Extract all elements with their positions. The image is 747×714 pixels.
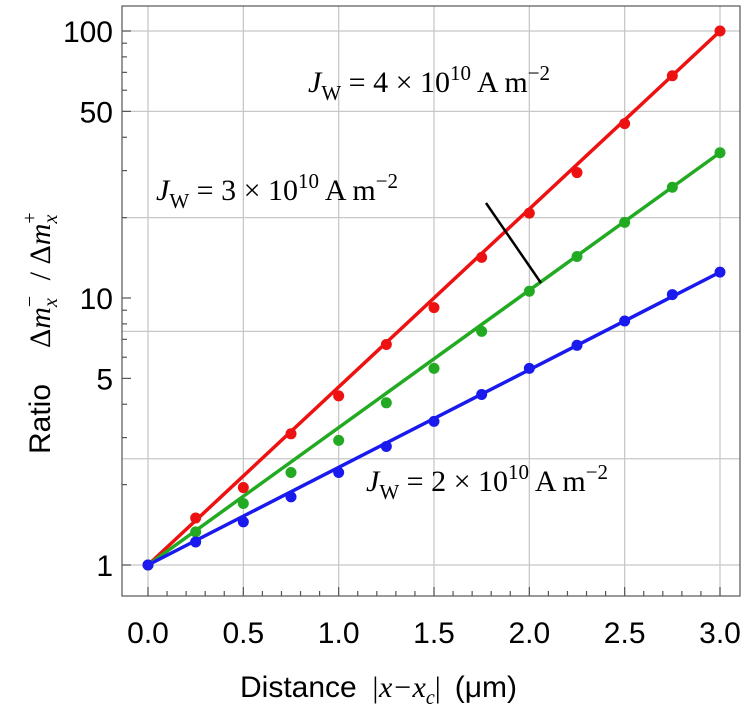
data-points [142,25,726,571]
data-point-series-0 [523,207,535,219]
x-tick-label: 0.5 [222,617,264,650]
y-axis-title-num: Δmx− / Δmx+ [19,212,62,348]
x-tick-label: 1.0 [318,617,360,650]
y-tick-label: 5 [96,363,113,396]
annot-unit: A m [529,465,586,498]
x-tick-label: 2.0 [508,617,550,650]
data-point-series-1 [428,362,440,374]
data-point-series-2 [476,389,488,401]
annot-text: = 2 × 10 [399,465,508,498]
data-point-series-1 [476,325,488,337]
data-point-series-1 [714,147,726,159]
annot-text: = 4 × 10 [341,66,450,99]
x-axis-title-units: (μm) [455,671,517,704]
data-point-series-0 [714,25,726,37]
x-axis-title: Distance |x−xc| (μm) [240,671,517,709]
x-axis-title-bar: | [435,671,441,704]
annot-sub: W [379,480,399,504]
data-point-series-0 [666,70,678,82]
y-den-m: m [24,224,57,246]
annot-sub: W [321,81,341,105]
data-point-series-2 [428,415,440,427]
data-point-series-0 [476,251,488,263]
x-axis-title-math: |x−x [371,671,427,704]
data-point-series-1 [190,526,202,538]
data-point-series-1 [619,216,631,228]
annot-exp: 10 [298,169,319,193]
data-point-series-0 [619,118,631,130]
data-point-series-1 [571,251,583,263]
y-axis-title-word: Ratio [24,384,57,454]
data-point-series-1 [523,285,535,297]
data-point-series-1 [380,397,392,409]
data-point-series-2 [142,559,154,571]
y-div: / Δ [24,245,57,288]
x-tick-label: 1.5 [413,617,455,650]
y-num-m: m [24,307,57,329]
series-label-3e10: JW = 3 × 1010 A m−2 [156,169,398,213]
y-num-delta: Δ [24,329,57,348]
x-tick-label: 0.0 [127,617,169,650]
data-point-series-0 [333,390,345,402]
y-tick-label: 10 [80,283,113,316]
data-point-series-2 [571,339,583,351]
data-point-series-2 [523,362,535,374]
data-point-series-2 [190,536,202,548]
data-point-series-0 [428,302,440,314]
data-point-series-2 [666,289,678,301]
data-point-series-2 [285,491,297,503]
data-point-series-2 [714,266,726,278]
x-tick-label: 3.0 [699,617,741,650]
annot-exp: 10 [508,460,529,484]
data-point-series-0 [571,167,583,179]
data-point-series-2 [237,516,249,528]
data-point-series-0 [190,512,202,524]
x-axis-title-sub: c [426,687,435,709]
x-axis-ticks: 0.0 0.5 1.0 1.5 2.0 2.5 3.0 [127,587,741,650]
plot-frame [121,5,741,597]
annot-j: J [308,66,323,99]
annot-unit: A m [319,174,376,207]
x-tick-label: 2.5 [604,617,646,650]
annot-exp: 10 [450,61,471,85]
data-point-series-2 [380,440,392,452]
series-label-2e10: JW = 2 × 1010 A m−2 [366,460,608,504]
y-den-sub: x [40,215,62,225]
data-point-series-1 [237,497,249,509]
data-point-series-2 [333,467,345,479]
y-tick-label: 1 [96,550,113,583]
annot-sub: W [169,189,189,213]
annot-text: = 3 × 10 [189,174,298,207]
y-tick-label: 50 [80,96,113,129]
annot-j: J [156,174,171,207]
annot-uexp: −2 [528,61,550,85]
y-num-sub: x [40,298,62,308]
data-point-series-0 [237,482,249,494]
annot-uexp: −2 [376,169,398,193]
x-axis-title-word: Distance [240,671,357,704]
data-point-series-0 [285,428,297,440]
grid-lines [122,6,740,596]
series-label-4e10: JW = 4 × 1010 A m−2 [308,61,550,105]
data-point-series-1 [666,181,678,193]
data-point-series-1 [333,434,345,446]
data-point-series-0 [380,338,392,350]
y-tick-label: 100 [63,16,113,49]
data-point-series-1 [285,467,297,479]
annotation-pointer [484,202,543,284]
annot-uexp: −2 [586,460,608,484]
annot-j: J [366,465,381,498]
y-axis-ticks: 1 5 10 50 100 [63,16,131,583]
y-axis-title: Ratio Δmx− / Δmx+ [19,212,62,454]
y-den-sup: + [19,212,41,223]
data-point-series-2 [619,315,631,327]
annot-unit: A m [471,66,528,99]
y-num-sup: − [19,296,41,307]
